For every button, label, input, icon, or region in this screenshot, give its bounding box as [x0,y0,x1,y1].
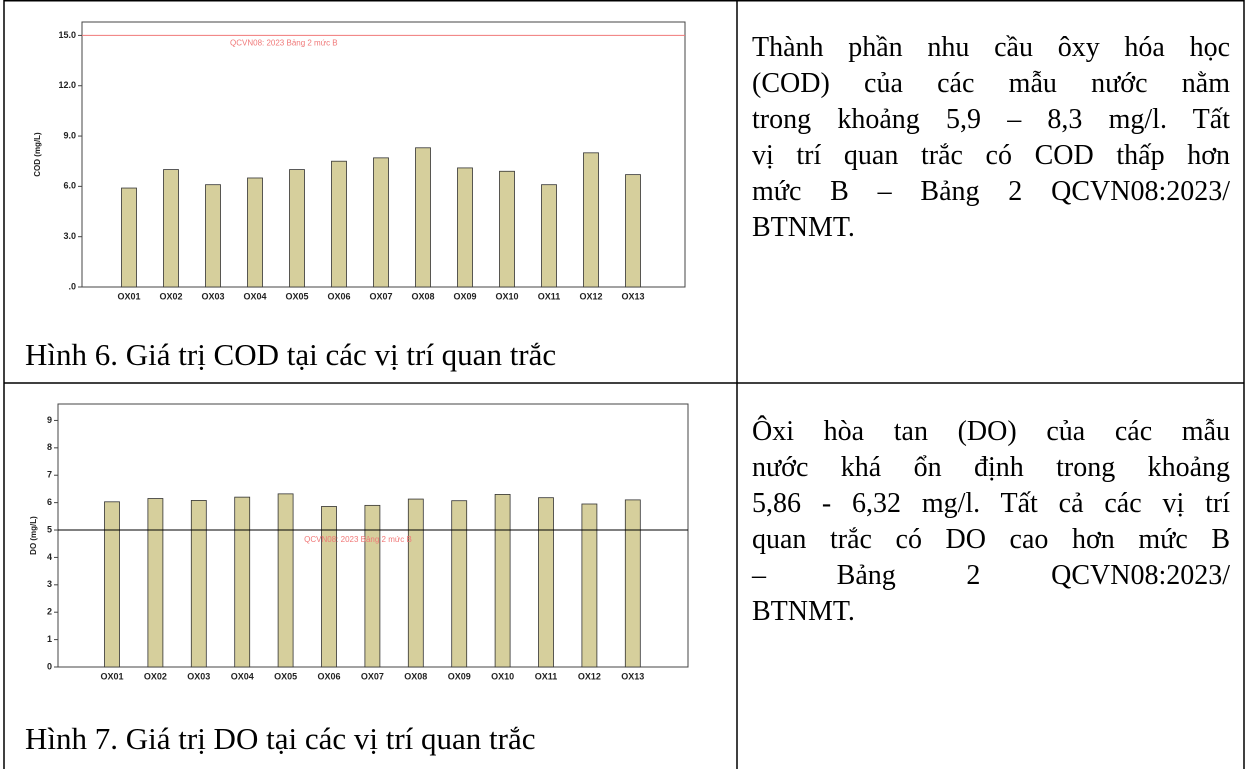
bar [247,177,263,288]
text-line: Thành phần nhu cầu ôxy hóa học [752,32,1230,63]
x-tick-label: OX05 [274,671,297,681]
x-tick-label: OX12 [578,671,601,681]
x-tick-label: OX04 [243,291,266,301]
bar [494,494,511,668]
x-tick-label: OX01 [117,291,140,301]
bar [581,503,598,668]
x-tick-label: OX11 [535,671,558,681]
x-tick-label: OX06 [327,291,350,301]
x-tick-label: OX03 [187,671,210,681]
y-tick-label: 4 [47,552,52,562]
text-line: – Bảng 2 QCVN08:2023/ [752,560,1230,591]
y-tick-label: 3 [47,579,52,589]
x-tick-label: OX02 [159,291,182,301]
bar [499,170,515,288]
bar [190,500,207,668]
reference-label: QCVN08: 2023 Bảng 2 mức B [230,39,338,48]
bar [321,506,337,668]
x-tick-label: OX07 [369,291,392,301]
text-line: (COD) của các mẫu nước nằm [752,68,1230,99]
y-tick-label: 1 [47,634,52,644]
description: Thành phần nhu cầu ôxy hóa học (COD) của … [752,30,1230,246]
y-tick-label: 3.0 [63,231,76,241]
reference-label: QCVN08: 2023 Bảng 2 mức B [304,535,412,544]
text-line: quan trắc có DO cao hơn mức B [752,524,1230,555]
x-tick-label: OX02 [144,671,167,681]
bar [205,184,221,288]
x-tick-label: OX13 [621,671,644,681]
text-line: BTNMT. [752,212,855,243]
text-line: nước khá ổn định trong khoảng [752,452,1230,483]
bar [277,493,294,668]
y-tick-label: 6.0 [63,181,76,191]
x-tick-label: OX05 [285,291,308,301]
bar [364,504,381,668]
y-axis-label: COD (mg/L) [33,132,42,177]
y-tick-label: .0 [68,281,76,291]
x-tick-label: OX06 [317,671,340,681]
x-tick-label: OX09 [448,671,471,681]
x-tick-label: OX07 [361,671,384,681]
x-tick-label: OX10 [495,291,518,301]
x-tick-label: OX13 [621,291,644,301]
bar [121,187,137,288]
bar [289,169,305,288]
x-tick-label: OX08 [404,671,427,681]
text-line: 5,86 - 6,32 mg/l. Tất cả các vị trí [752,488,1230,519]
x-tick-label: OX12 [579,291,602,301]
bar [407,498,424,668]
text-line: BTNMT. [752,596,855,627]
y-tick-label: 9.0 [63,130,76,140]
bar [373,157,389,288]
x-tick-label: OX03 [201,291,224,301]
x-tick-label: OX11 [538,291,561,301]
y-tick-label: 7 [47,470,52,480]
x-tick-label: OX01 [100,671,123,681]
bar [538,497,554,668]
text-line: vị trí quan trắc có COD thấp hơn [752,140,1230,171]
bar [163,169,179,288]
text-line: trong khoảng 5,9 – 8,3 mg/l. Tất [752,104,1230,135]
y-tick-label: 9 [47,415,52,425]
bar [624,499,641,668]
y-tick-label: 6 [47,497,52,507]
y-tick-label: 2 [47,607,52,617]
y-tick-label: 0 [47,661,52,671]
bar [451,500,468,668]
bar [147,498,164,668]
bar [625,174,641,288]
x-tick-label: OX09 [453,291,476,301]
y-tick-label: 12.0 [58,80,76,90]
text-line: mức B – Bảng 2 QCVN08:2023/ [752,176,1230,207]
y-tick-label: 5 [47,524,52,534]
bar [583,152,599,288]
y-axis-label: DO (mg/L) [29,516,38,555]
y-tick-label: 15.0 [58,30,76,40]
bar [331,160,347,288]
y-tick-label: 8 [47,442,52,452]
bar [541,184,557,288]
bar [234,496,251,668]
description: Ôxi hòa tan (DO) của các mẫu nước khá ổn … [752,414,1230,630]
caption: Hình 6. Giá trị COD tại các vị trí quan … [25,337,557,372]
x-tick-label: OX10 [491,671,514,681]
bar [457,167,473,288]
bar [104,501,120,668]
x-tick-label: OX08 [411,291,434,301]
bar [415,147,431,288]
text-line: Ôxi hòa tan (DO) của các mẫu [752,416,1230,447]
x-tick-label: OX04 [231,671,254,681]
caption: Hình 7. Giá trị DO tại các vị trí quan t… [25,721,536,756]
